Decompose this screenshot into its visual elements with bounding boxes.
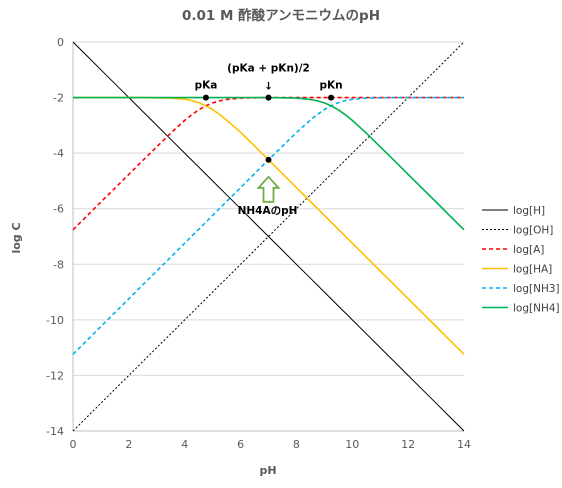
legend-label-4: log[NH3] — [513, 283, 560, 295]
axes: 0 -2 -4 -6 -8 -10 -12 -14 0 2 4 6 8 10 12 14 — [46, 36, 471, 451]
legend-label-1: log[OH] — [513, 225, 553, 237]
annotation-midpoint: (pKa + pKn)/2 — [227, 63, 310, 75]
series-line-3 — [73, 96, 465, 355]
annotation-nh4a-ph: NH4AのpH — [238, 205, 298, 217]
x-tick-label: 2 — [125, 438, 132, 451]
series-line-4 — [72, 96, 464, 355]
x-tick-label: 8 — [293, 438, 300, 451]
down-arrow-icon: ↓ — [264, 81, 273, 93]
x-tick-label: 10 — [345, 438, 359, 451]
y-tick-label: -12 — [46, 369, 64, 382]
chart-title: 0.01 M 酢酸アンモニウムのpH — [182, 7, 380, 24]
y-tick-label: -8 — [53, 258, 64, 271]
y-tick-label: -10 — [46, 314, 64, 327]
up-arrow-icon — [256, 175, 281, 203]
legend: log[H] log[OH] log[A] log[HA] log[NH3] log[NH… — [482, 205, 560, 315]
y-tick-label: -4 — [53, 147, 64, 160]
annotation-pka: pKa — [195, 80, 218, 92]
x-tick-label: 14 — [457, 438, 471, 451]
annotation-pkn: pKn — [319, 80, 342, 92]
x-tick-label: 12 — [401, 438, 415, 451]
legend-label-0: log[H] — [513, 205, 545, 217]
x-tick-label: 4 — [181, 438, 188, 451]
x-tick-label: 0 — [70, 438, 77, 451]
annotations: pKa (pKa + pKn)/2 ↓ pKn NH4AのpH — [195, 63, 343, 217]
marker-crossing — [265, 156, 272, 163]
series-line-0 — [72, 41, 465, 432]
x-tick-label: 6 — [237, 438, 244, 451]
y-tick-label: -6 — [53, 203, 64, 216]
marker-pka — [202, 94, 209, 101]
y-tick-label: -2 — [53, 92, 64, 105]
x-axis-title: pH — [259, 464, 276, 477]
legend-label-3: log[HA] — [513, 264, 552, 276]
y-tick-label: -14 — [46, 425, 64, 438]
y-axis-title: log C — [10, 222, 23, 253]
legend-label-5: log[NH4] — [513, 303, 560, 315]
marker-midpoint — [265, 94, 272, 101]
marker-pkn — [328, 94, 335, 101]
y-tick-label: 0 — [57, 36, 64, 49]
legend-label-2: log[A] — [513, 244, 544, 256]
